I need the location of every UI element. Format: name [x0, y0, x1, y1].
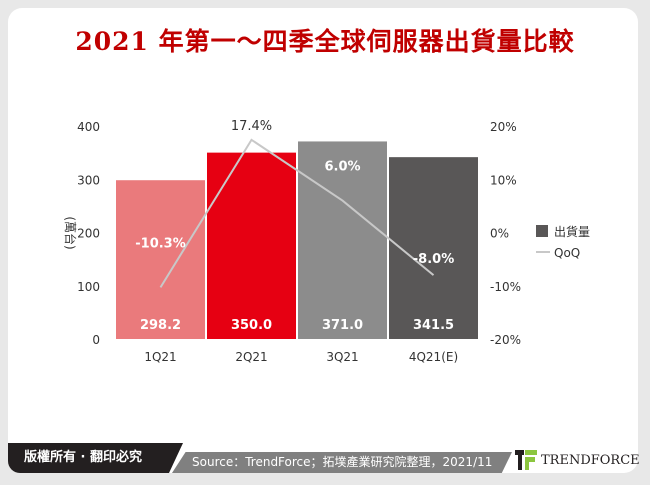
trendforce-logo: TRENDFORCE: [515, 447, 640, 473]
y2-tick-label: 20%: [490, 120, 517, 134]
y-axis-label: (萬台): [63, 216, 78, 249]
qoq-value-label: 17.4%: [231, 119, 272, 134]
legend-line-label: QoQ: [554, 246, 580, 260]
qoq-line: [159, 138, 435, 288]
bar: [298, 141, 387, 339]
bar-value-label: 371.0: [322, 318, 363, 333]
x-tick-label: 4Q21(E): [409, 350, 458, 364]
x-tick-label: 3Q21: [326, 350, 358, 364]
legend-bar-swatch: [536, 225, 548, 237]
source-note: Source：TrendForce；拓墣產業研究院整理，2021/11: [172, 452, 512, 473]
trendforce-logo-icon: [515, 450, 537, 470]
copyright-banner: 版權所有 · 翻印必究: [8, 443, 183, 473]
chart-title: 2021 年第一～四季全球伺服器出貨量比較: [75, 27, 575, 56]
bar: [389, 157, 478, 339]
bar-value-label: 298.2: [140, 318, 181, 333]
bar: [116, 180, 205, 339]
x-tick-label: 2Q21: [235, 350, 267, 364]
bar-value-label: 341.5: [413, 318, 454, 333]
y2-tick-label: -20%: [490, 333, 521, 347]
y2-tick-label: 0%: [490, 227, 509, 241]
logo-text: TRENDFORCE: [541, 452, 640, 468]
qoq-value-label: 6.0%: [324, 160, 360, 175]
x-tick-label: 1Q21: [144, 350, 176, 364]
y-tick-label: 200: [77, 227, 100, 241]
y-tick-label: 100: [77, 280, 100, 294]
y-tick-label: 400: [77, 120, 100, 134]
bar-value-label: 350.0: [231, 318, 272, 333]
y-tick-label: 0: [92, 333, 100, 347]
legend-bar-label: 出貨量: [554, 224, 590, 239]
qoq-value-label: -10.3%: [135, 236, 186, 251]
qoq-value-label: -8.0%: [413, 252, 454, 267]
y2-tick-label: 10%: [490, 173, 517, 187]
y2-tick-label: -10%: [490, 280, 521, 294]
y-tick-label: 300: [77, 173, 100, 187]
bar: [207, 152, 296, 339]
